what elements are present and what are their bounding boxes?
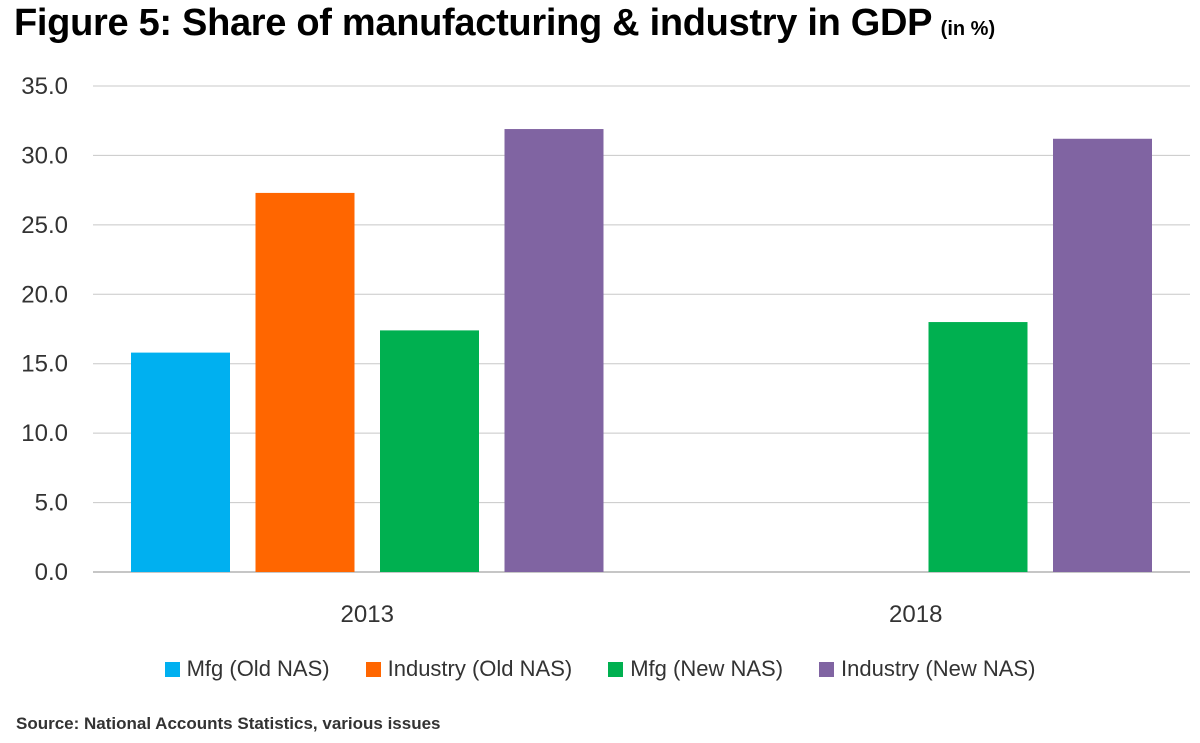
x-category-label: 2018 — [889, 601, 942, 628]
chart-title-text: Figure 5: Share of manufacturing & indus… — [14, 2, 933, 44]
y-tick-label: 30.0 — [21, 142, 68, 169]
x-category-label: 2013 — [341, 601, 394, 628]
bar — [380, 330, 479, 572]
y-tick-label: 25.0 — [21, 212, 68, 239]
chart-legend: Mfg (Old NAS) Industry (Old NAS) Mfg (New … — [0, 652, 1200, 686]
legend-label: Industry (New NAS) — [841, 656, 1036, 681]
legend-item: Mfg (Old NAS) — [164, 656, 330, 682]
legend-label: Mfg (New NAS) — [630, 656, 784, 681]
bar — [131, 352, 230, 572]
bar — [504, 129, 604, 572]
y-tick-label: 5.0 — [35, 490, 68, 517]
source-note: Source: National Accounts Statistics, va… — [16, 714, 441, 733]
y-tick-label: 20.0 — [21, 281, 68, 308]
legend-item: Industry (New NAS) — [819, 656, 1035, 682]
bar — [928, 322, 1028, 572]
legend-item: Mfg (New NAS) — [608, 656, 783, 682]
bar — [1053, 138, 1152, 572]
bar — [255, 192, 355, 573]
bar-chart: 0.0 5.0 10.0 15.0 20.0 25.0 30.0 35.0 2013 2018 — [21, 73, 1190, 628]
legend-swatch — [164, 661, 180, 677]
legend-item: Industry (Old NAS) — [365, 656, 573, 682]
y-tick-label: 15.0 — [21, 351, 68, 378]
legend-label: Mfg (Old NAS) — [186, 656, 330, 681]
legend-label: Industry (Old NAS) — [387, 656, 573, 681]
y-tick-label: 0.0 — [35, 559, 68, 586]
legend-swatch — [819, 661, 835, 677]
legend-swatch — [365, 661, 381, 677]
chart-title-unit: (in %) — [940, 18, 996, 40]
legend-swatch — [608, 661, 624, 677]
chart-title: Figure 5: Share of manufacturing & indus… — [14, 2, 995, 45]
y-tick-label: 35.0 — [21, 73, 68, 100]
y-tick-label: 10.0 — [21, 420, 68, 447]
